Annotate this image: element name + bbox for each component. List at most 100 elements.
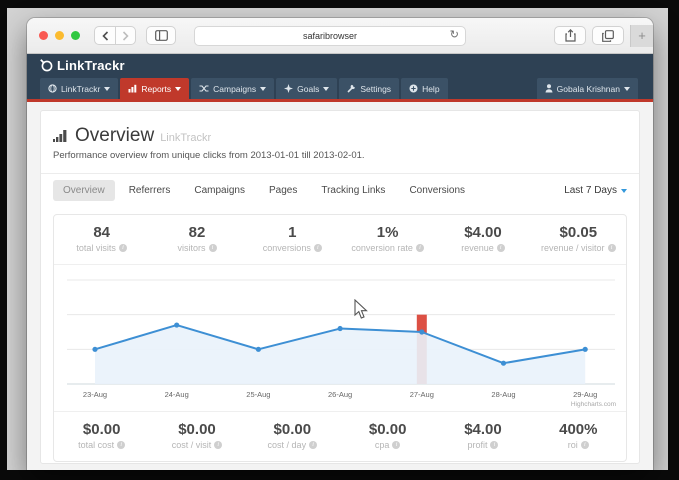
shuffle-icon (199, 84, 209, 93)
chevron-right-icon (122, 31, 129, 41)
visits-chart: 23-Aug 24-Aug 25-Aug 26-Aug 27-Aug 28-Aug 29-A… (54, 265, 626, 411)
caret-down-icon (104, 87, 110, 91)
close-window-button[interactable] (39, 31, 48, 40)
stat-cpa: $0.00 cpai (340, 421, 435, 450)
user-menu[interactable]: Gobala Krishnan (537, 78, 638, 99)
refresh-icon[interactable]: ↻ (450, 28, 459, 41)
nav-item-reports[interactable]: Reports (120, 78, 189, 99)
linktrackr-logo-icon (40, 59, 53, 72)
info-icon[interactable]: i (608, 244, 616, 252)
caret-down-icon (624, 87, 630, 91)
stats-panel: 84 total visitsi 82 visitorsi 1 conversi… (53, 214, 627, 462)
tab-conversions[interactable]: Conversions (399, 180, 475, 201)
page-head: Overview LinkTrackr Performance overview… (41, 125, 639, 161)
info-icon[interactable]: i (209, 244, 217, 252)
stat-label: cpa (375, 440, 390, 450)
stat-roi: 400% roii (531, 421, 626, 450)
nav-label: Goals (297, 84, 319, 94)
caret-down-icon (323, 87, 329, 91)
forward-button[interactable] (115, 26, 136, 45)
sidebar-toggle-button[interactable] (146, 26, 176, 45)
area-chart-svg: 23-Aug 24-Aug 25-Aug 26-Aug 27-Aug 28-Aug 29-A… (54, 265, 628, 411)
stat-label: conversion rate (351, 243, 413, 253)
browser-titlebar: safaribrowser ↻ + (27, 18, 653, 54)
stat-profit: $4.00 profiti (435, 421, 530, 450)
stat-revenue: $4.00 revenuei (435, 224, 530, 253)
info-icon[interactable]: i (497, 244, 505, 252)
nav-item-settings[interactable]: Settings (339, 78, 399, 99)
date-range-select[interactable]: Last 7 Days (564, 185, 627, 196)
stat-label: cost / visit (172, 440, 212, 450)
stat-visitors: 82 visitorsi (149, 224, 244, 253)
info-icon[interactable]: i (314, 244, 322, 252)
page-title-suffix: LinkTrackr (160, 132, 211, 144)
svg-text:23-Aug: 23-Aug (83, 390, 107, 399)
info-icon[interactable]: i (416, 244, 424, 252)
site-header: LinkTrackr (27, 54, 653, 76)
svg-text:24-Aug: 24-Aug (165, 390, 189, 399)
info-icon[interactable]: i (490, 441, 498, 449)
stat-cost-visit: $0.00 cost / visiti (149, 421, 244, 450)
desktop-background: safaribrowser ↻ + (7, 8, 668, 470)
info-icon[interactable]: i (117, 441, 125, 449)
stats-row-bottom: $0.00 total costi $0.00 cost / visiti $0… (54, 411, 626, 461)
info-icon[interactable]: i (581, 441, 589, 449)
highcharts-credit[interactable]: Highcharts.com (571, 401, 616, 408)
stat-value: $4.00 (435, 421, 530, 438)
info-icon[interactable]: i (309, 441, 317, 449)
history-nav-group (94, 26, 136, 45)
show-tabs-button[interactable] (592, 26, 624, 45)
address-text: safaribrowser (303, 31, 357, 41)
share-button[interactable] (554, 26, 586, 45)
caret-down-icon (621, 189, 627, 193)
nav-label: Help (422, 84, 439, 94)
page-body: Overview LinkTrackr Performance overview… (27, 102, 653, 470)
info-icon[interactable]: i (119, 244, 127, 252)
info-icon[interactable]: i (214, 441, 222, 449)
tab-campaigns[interactable]: Campaigns (184, 180, 255, 201)
svg-text:27-Aug: 27-Aug (410, 390, 434, 399)
nav-item-linktrackr[interactable]: LinkTrackr (40, 78, 118, 99)
bar-chart-icon (128, 84, 137, 93)
globe-icon (48, 84, 57, 93)
stat-revenue-visitor: $0.05 revenue / visitori (531, 224, 626, 253)
stat-value: $0.00 (54, 421, 149, 438)
safari-window: safaribrowser ↻ + (27, 18, 653, 470)
tab-overview[interactable]: Overview (53, 180, 115, 201)
goal-star-icon (284, 84, 293, 93)
nav-label: Settings (360, 84, 391, 94)
svg-text:26-Aug: 26-Aug (328, 390, 352, 399)
tabs-overview-icon (602, 30, 614, 42)
date-range-label: Last 7 Days (564, 185, 617, 196)
share-icon (565, 29, 576, 42)
svg-text:29-Aug: 29-Aug (573, 390, 597, 399)
address-bar[interactable]: safaribrowser ↻ (194, 26, 466, 46)
report-tabs: Overview Referrers Campaigns Pages Track… (41, 174, 639, 206)
zoom-window-button[interactable] (71, 31, 80, 40)
caret-down-icon (260, 87, 266, 91)
nav-item-campaigns[interactable]: Campaigns (191, 78, 274, 99)
back-button[interactable] (94, 26, 115, 45)
stat-value: $0.00 (340, 421, 435, 438)
tab-pages[interactable]: Pages (259, 180, 307, 201)
svg-text:28-Aug: 28-Aug (491, 390, 515, 399)
stat-value: $4.00 (435, 224, 530, 241)
info-icon[interactable]: i (392, 441, 400, 449)
tab-referrers[interactable]: Referrers (119, 180, 181, 201)
traffic-lights (39, 31, 80, 40)
minimize-window-button[interactable] (55, 31, 64, 40)
stat-total-cost: $0.00 total costi (54, 421, 149, 450)
stat-label: revenue (461, 243, 494, 253)
site-nav: LinkTrackr Reports Campaigns (27, 76, 653, 99)
nav-label: Campaigns (213, 84, 256, 94)
sidebar-icon (155, 30, 168, 41)
new-tab-button[interactable]: + (630, 25, 653, 47)
nav-item-goals[interactable]: Goals (276, 78, 337, 99)
tab-tracking-links[interactable]: Tracking Links (311, 180, 395, 201)
linktrackr-logo[interactable]: LinkTrackr (40, 58, 125, 73)
user-name: Gobala Krishnan (557, 84, 620, 94)
screenshot-frame: safaribrowser ↻ + (0, 0, 679, 480)
svg-text:25-Aug: 25-Aug (246, 390, 270, 399)
stat-cost-day: $0.00 cost / dayi (245, 421, 340, 450)
nav-item-help[interactable]: Help (401, 78, 447, 99)
